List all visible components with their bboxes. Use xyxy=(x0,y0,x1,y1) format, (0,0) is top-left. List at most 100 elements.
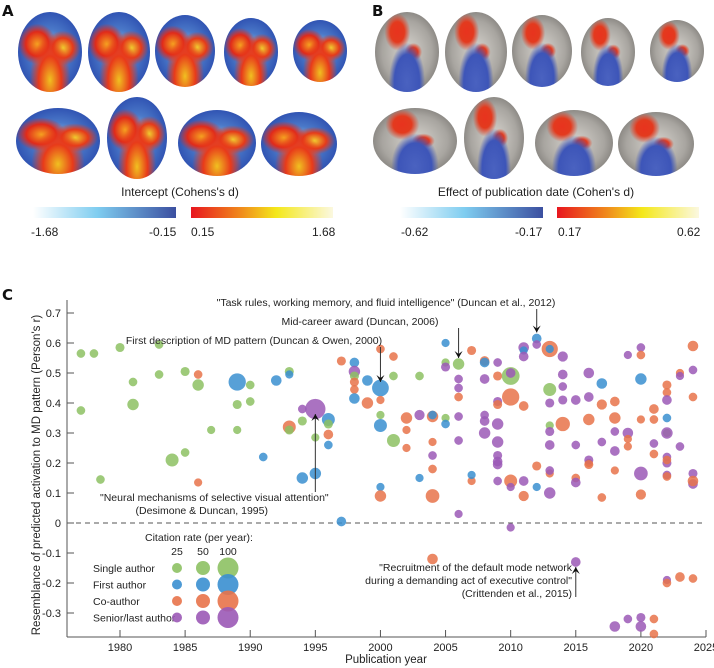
data-point-senior xyxy=(558,395,568,405)
data-point-senior xyxy=(623,614,633,624)
data-point-co xyxy=(597,493,607,502)
data-point-single xyxy=(115,342,125,353)
data-point-single xyxy=(89,349,99,358)
axes: 0.7 0.6 0.5 0.4 0.3 0.2 0.1 0 -0.1 -0.2 -0.3 1980 19… xyxy=(42,300,714,654)
data-point-senior xyxy=(454,509,463,519)
data-point-co xyxy=(193,370,203,379)
data-point-senior xyxy=(636,612,646,623)
data-point-senior xyxy=(532,340,542,349)
data-point-co xyxy=(610,396,620,407)
data-point-first xyxy=(349,357,360,368)
data-point-senior xyxy=(558,382,568,391)
data-point-co xyxy=(389,352,398,361)
colorbar-title-intercept: Intercept (Cohens's d) xyxy=(121,185,239,199)
legend-marker-first xyxy=(196,577,210,592)
axial-slice-image xyxy=(155,15,215,87)
data-point-single xyxy=(96,475,105,484)
x-tick-label: 2000 xyxy=(368,642,392,654)
data-point-co xyxy=(636,350,646,360)
data-point-senior xyxy=(479,416,490,426)
legend-marker-co xyxy=(217,590,239,612)
data-point-senior xyxy=(661,427,673,439)
data-point-co xyxy=(636,415,645,424)
axial-slice-image xyxy=(581,18,635,86)
colorbar-tick: 1.68 xyxy=(312,225,336,239)
legend-category-label: Single author xyxy=(93,563,155,575)
data-point-senior xyxy=(493,358,502,367)
data-point-co xyxy=(687,340,699,352)
annotation-text: (Desimone & Duncan, 1995) xyxy=(136,505,269,517)
data-point-single xyxy=(76,406,86,415)
data-point-co xyxy=(649,449,659,459)
data-points xyxy=(76,333,699,639)
data-point-single xyxy=(233,425,242,435)
annotation-arrowhead xyxy=(454,351,463,358)
data-point-co xyxy=(194,478,203,487)
data-point-co xyxy=(467,345,477,356)
data-point-single xyxy=(154,370,164,379)
data-point-senior xyxy=(454,412,463,421)
y-tick-label: 0.6 xyxy=(46,338,61,350)
colorbar-tick: -1.68 xyxy=(31,225,59,239)
data-point-single xyxy=(76,349,86,358)
data-point-first xyxy=(596,378,608,389)
data-point-senior xyxy=(675,371,685,381)
x-tick-label: 2025 xyxy=(694,642,714,654)
data-point-single xyxy=(452,358,465,370)
annotation-text: "Task rules, working memory, and fluid i… xyxy=(217,297,556,309)
y-tick-label: -0.2 xyxy=(42,578,61,590)
data-point-first xyxy=(545,344,554,354)
data-point-senior xyxy=(622,427,634,439)
y-tick-label: -0.3 xyxy=(42,608,61,620)
data-point-co xyxy=(584,459,594,470)
data-point-senior xyxy=(493,476,502,486)
data-point-co xyxy=(635,489,647,500)
legend-marker-single xyxy=(217,557,239,579)
data-point-senior xyxy=(610,427,620,436)
data-point-co xyxy=(402,425,411,435)
data-point-co xyxy=(688,574,698,583)
legend-marker-single xyxy=(172,563,182,573)
y-tick-label: 0.2 xyxy=(46,458,61,470)
y-tick-label: 0.3 xyxy=(46,428,61,440)
data-point-senior xyxy=(557,351,568,362)
data-point-senior xyxy=(545,426,555,437)
data-point-senior xyxy=(414,409,425,421)
data-point-co xyxy=(323,429,334,440)
data-point-senior xyxy=(649,439,659,448)
annotation-text: Mid-career award (Duncan, 2006) xyxy=(282,316,439,328)
data-point-co xyxy=(428,464,437,474)
data-point-senior xyxy=(297,404,307,414)
axial-slice-image xyxy=(512,15,572,87)
data-point-co xyxy=(376,395,385,405)
colorbar-tick: 0.62 xyxy=(677,225,701,239)
annotation-text: "Recruitment of the default mode network xyxy=(379,562,573,574)
colorbar-title-publication-date: Effect of publication date (Cohen's d) xyxy=(437,185,635,199)
x-tick-label: 2005 xyxy=(433,642,457,654)
data-point-co xyxy=(518,401,529,411)
brain-surface-image xyxy=(464,97,524,179)
y-tick-label: 0.1 xyxy=(46,488,61,500)
data-point-co xyxy=(649,629,659,639)
data-point-co xyxy=(467,476,476,486)
data-point-senior xyxy=(583,392,594,402)
data-point-co xyxy=(688,392,698,402)
data-point-co xyxy=(662,388,672,397)
colorbar-positive-intercept xyxy=(191,207,333,218)
data-point-senior xyxy=(305,398,326,420)
data-point-co xyxy=(493,399,503,410)
data-point-senior xyxy=(570,395,581,405)
data-point-senior xyxy=(634,466,648,481)
data-point-first xyxy=(258,452,268,462)
data-point-single xyxy=(165,453,179,467)
annotation-text: during a demanding act of executive cont… xyxy=(365,575,572,587)
data-point-single xyxy=(128,377,138,387)
data-point-senior xyxy=(557,369,568,380)
data-point-senior xyxy=(610,446,620,456)
data-point-single xyxy=(127,398,139,411)
brain-surface-image xyxy=(178,110,256,176)
colorbar-positive-publication-date xyxy=(557,207,699,218)
colorbar-tick: -0.15 xyxy=(149,225,177,239)
annotation-text: First description of MD pattern (Duncan … xyxy=(126,335,382,347)
data-point-co xyxy=(336,356,346,366)
